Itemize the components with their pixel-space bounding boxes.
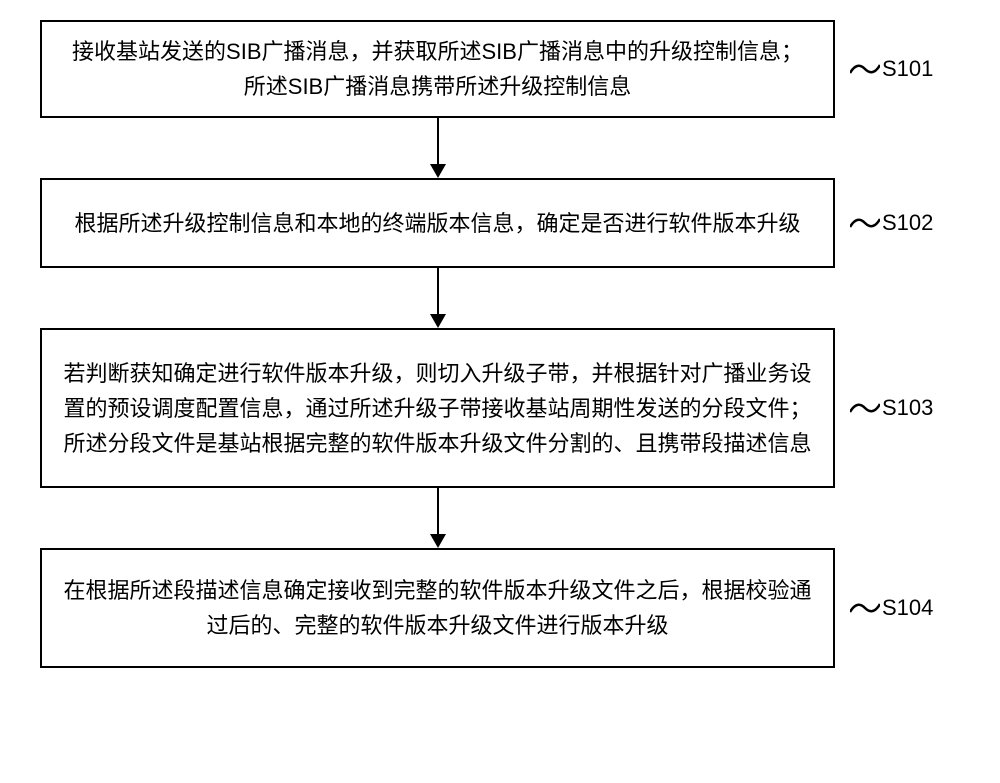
arrow-down-icon (423, 118, 453, 178)
tilde-connector-icon (850, 394, 880, 422)
tilde-connector-icon (850, 55, 880, 83)
flowchart-node-row: 根据所述升级控制信息和本地的终端版本信息，确定是否进行软件版本升级 S102 (40, 178, 960, 268)
step-id-label: S103 (882, 395, 933, 421)
node-text: 在根据所述段描述信息确定接收到完整的软件版本升级文件之后，根据校验通过后的、完整… (62, 573, 813, 643)
step-id-label: S102 (882, 210, 933, 236)
node-text: 若判断获知确定进行软件版本升级，则切入升级子带，并根据针对广播业务设置的预设调度… (62, 356, 813, 462)
flowchart-node: 接收基站发送的SIB广播消息，并获取所述SIB广播消息中的升级控制信息；所述SI… (40, 20, 835, 118)
step-label-group: S104 (850, 594, 960, 622)
arrow-container (40, 118, 835, 178)
flowchart-node: 若判断获知确定进行软件版本升级，则切入升级子带，并根据针对广播业务设置的预设调度… (40, 328, 835, 488)
step-label-group: S102 (850, 209, 960, 237)
step-id-label: S104 (882, 595, 933, 621)
tilde-connector-icon (850, 594, 880, 622)
step-id-label: S101 (882, 56, 933, 82)
arrow-down-icon (423, 268, 453, 328)
step-label-group: S101 (850, 55, 960, 83)
flowchart-node: 根据所述升级控制信息和本地的终端版本信息，确定是否进行软件版本升级 (40, 178, 835, 268)
flowchart-node: 在根据所述段描述信息确定接收到完整的软件版本升级文件之后，根据校验通过后的、完整… (40, 548, 835, 668)
flowchart-node-row: 在根据所述段描述信息确定接收到完整的软件版本升级文件之后，根据校验通过后的、完整… (40, 548, 960, 668)
arrow-down-icon (423, 488, 453, 548)
step-label-group: S103 (850, 394, 960, 422)
tilde-connector-icon (850, 209, 880, 237)
node-text: 接收基站发送的SIB广播消息，并获取所述SIB广播消息中的升级控制信息；所述SI… (62, 34, 813, 104)
node-text: 根据所述升级控制信息和本地的终端版本信息，确定是否进行软件版本升级 (74, 206, 800, 241)
flowchart-node-row: 若判断获知确定进行软件版本升级，则切入升级子带，并根据针对广播业务设置的预设调度… (40, 328, 960, 488)
arrow-container (40, 268, 835, 328)
arrow-container (40, 488, 835, 548)
flowchart-container: 接收基站发送的SIB广播消息，并获取所述SIB广播消息中的升级控制信息；所述SI… (40, 20, 960, 668)
flowchart-node-row: 接收基站发送的SIB广播消息，并获取所述SIB广播消息中的升级控制信息；所述SI… (40, 20, 960, 118)
